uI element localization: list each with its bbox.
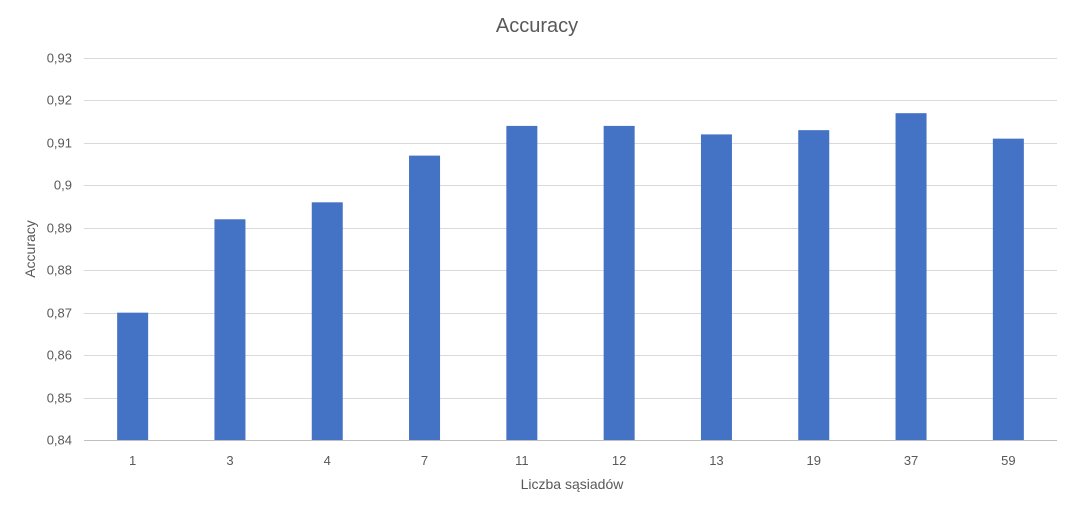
chart-title: Accuracy	[496, 15, 578, 37]
y-axis-title: Accuracy	[22, 220, 38, 278]
bar	[311, 202, 343, 440]
x-tick-label: 19	[807, 453, 821, 468]
x-tick-label: 11	[515, 453, 529, 468]
x-tick-labels: 1 3 4 7 11 12 13 19 37 59	[129, 453, 1016, 468]
bar	[700, 134, 732, 440]
x-tick-label: 4	[324, 453, 331, 468]
x-tick-label: 1	[129, 453, 136, 468]
bar	[603, 125, 635, 441]
x-tick-label: 7	[421, 453, 428, 468]
bar	[409, 155, 441, 440]
y-tick-label: 0,85	[47, 391, 72, 406]
gridlines	[84, 58, 1057, 441]
bars	[117, 113, 1024, 441]
y-tick-label: 0,93	[47, 51, 72, 66]
bar	[895, 113, 927, 440]
y-tick-label: 0,9	[54, 178, 72, 193]
x-tick-label: 37	[904, 453, 918, 468]
y-tick-label: 0,91	[47, 136, 72, 151]
y-tick-label: 0,86	[47, 348, 72, 363]
bar	[506, 125, 538, 441]
bar	[992, 138, 1024, 440]
y-tick-label: 0,87	[47, 306, 72, 321]
x-tick-label: 12	[612, 453, 626, 468]
x-tick-label: 59	[1001, 453, 1015, 468]
x-axis-title: Liczba sąsiadów	[521, 476, 625, 492]
x-tick-label: 13	[709, 453, 723, 468]
y-tick-label: 0,88	[47, 263, 72, 278]
bar	[214, 219, 246, 440]
y-tick-labels: 0,84 0,85 0,86 0,87 0,88 0,89 0,9 0,91 0,92 0,93	[47, 51, 72, 448]
bar	[117, 312, 149, 440]
y-tick-label: 0,84	[47, 433, 72, 448]
y-tick-label: 0,89	[47, 221, 72, 236]
bar	[798, 130, 830, 440]
y-tick-label: 0,92	[47, 93, 72, 108]
x-tick-label: 3	[226, 453, 233, 468]
